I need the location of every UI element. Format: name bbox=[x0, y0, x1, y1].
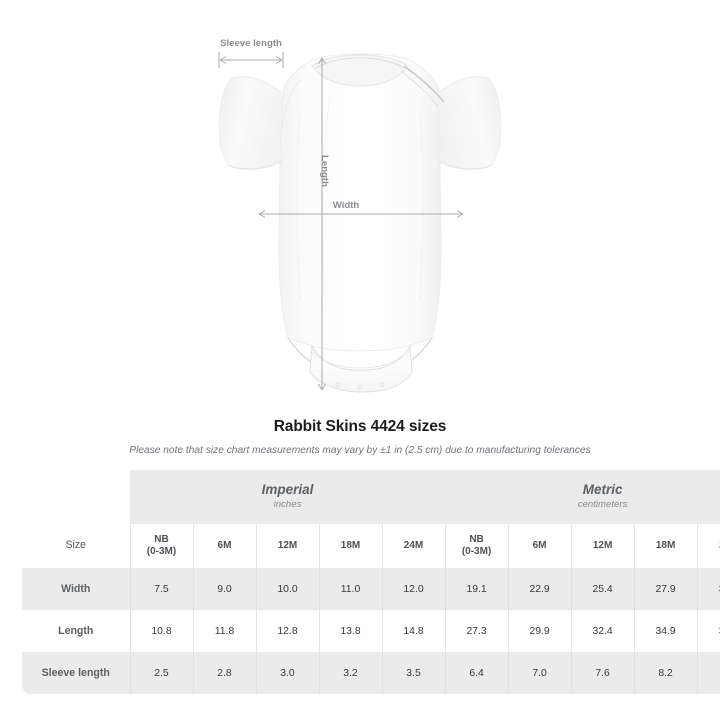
unit-group-metric-name: Metric bbox=[582, 482, 623, 498]
length-annotation bbox=[318, 57, 326, 391]
cell-length-metric-12m: 32.4 bbox=[571, 610, 635, 652]
row-label-width: Width bbox=[22, 568, 131, 610]
cell-length-imperial-24m: 14.8 bbox=[382, 610, 446, 652]
title-block: Rabbit Skins 4424 sizes Please note that… bbox=[0, 418, 720, 456]
cell-length-imperial-18m: 13.8 bbox=[319, 610, 383, 652]
cell-length-imperial-6m: 11.8 bbox=[193, 610, 257, 652]
cell-length-imperial-12m: 12.8 bbox=[256, 610, 320, 652]
unit-group-metric: Metric centimeters bbox=[445, 470, 720, 524]
cell-sleeve-metric-6m: 7.0 bbox=[508, 652, 572, 694]
bodysuit-shape bbox=[218, 53, 502, 393]
col-line2: (0-3M) bbox=[146, 546, 177, 557]
size-chart-table-wrap: Imperial inches Metric centimeters Size … bbox=[22, 470, 720, 694]
col-line1: NB bbox=[469, 533, 484, 545]
cell-length-imperial-nb: 10.8 bbox=[130, 610, 194, 652]
unit-group-imperial-name: Imperial bbox=[261, 482, 314, 498]
column-header-row: Size NB (0-3M) 6M 12M 18M 24M NB (0-3M) … bbox=[22, 524, 720, 568]
cell-length-metric-18m: 34.9 bbox=[634, 610, 698, 652]
cell-length-metric-6m: 29.9 bbox=[508, 610, 572, 652]
cell-sleeve-imperial-nb: 2.5 bbox=[130, 652, 194, 694]
width-annotation bbox=[258, 210, 464, 218]
unit-row-spacer bbox=[22, 470, 130, 524]
column-header-imperial-24m: 24M bbox=[382, 524, 446, 568]
sleeve-length-label: Sleeve length bbox=[220, 38, 282, 49]
cell-length-metric-24m: 37.5 bbox=[697, 610, 720, 652]
cell-sleeve-imperial-24m: 3.5 bbox=[382, 652, 446, 694]
size-chart-table: Imperial inches Metric centimeters Size … bbox=[22, 470, 720, 694]
cell-width-metric-nb: 19.1 bbox=[445, 568, 509, 610]
cell-width-imperial-nb: 7.5 bbox=[130, 568, 194, 610]
unit-group-metric-sub: centimeters bbox=[577, 498, 628, 510]
column-header-size: Size bbox=[22, 524, 131, 568]
width-label: Width bbox=[333, 200, 360, 211]
page-title: Rabbit Skins 4424 sizes bbox=[273, 418, 447, 435]
row-label-sleeve-length: Sleeve length bbox=[22, 652, 131, 694]
cell-length-metric-nb: 27.3 bbox=[445, 610, 509, 652]
cell-sleeve-metric-12m: 7.6 bbox=[571, 652, 635, 694]
sleeve-length-annotation bbox=[218, 52, 284, 68]
cell-width-metric-24m: 30.5 bbox=[697, 568, 720, 610]
column-header-metric-24m: 24M bbox=[697, 524, 720, 568]
row-label-length: Length bbox=[22, 610, 131, 652]
unit-group-imperial-sub: inches bbox=[273, 498, 302, 510]
column-header-metric-6m: 6M bbox=[508, 524, 572, 568]
cell-width-metric-18m: 27.9 bbox=[634, 568, 698, 610]
column-header-metric-12m: 12M bbox=[571, 524, 635, 568]
cell-sleeve-imperial-18m: 3.2 bbox=[319, 652, 383, 694]
column-header-metric-18m: 18M bbox=[634, 524, 698, 568]
column-header-imperial-6m: 6M bbox=[193, 524, 257, 568]
col-line1: NB bbox=[154, 533, 169, 545]
length-label: Length bbox=[319, 155, 330, 187]
cell-width-imperial-12m: 10.0 bbox=[256, 568, 320, 610]
column-header-imperial-12m: 12M bbox=[256, 524, 320, 568]
cell-sleeve-metric-18m: 8.2 bbox=[634, 652, 698, 694]
unit-group-row: Imperial inches Metric centimeters bbox=[22, 470, 720, 524]
column-header-imperial-nb: NB (0-3M) bbox=[130, 524, 194, 568]
cell-width-imperial-24m: 12.0 bbox=[382, 568, 446, 610]
column-header-imperial-18m: 18M bbox=[319, 524, 383, 568]
unit-group-imperial: Imperial inches bbox=[130, 470, 446, 524]
cell-width-imperial-6m: 9.0 bbox=[193, 568, 257, 610]
col-line2: (0-3M) bbox=[461, 546, 492, 557]
cell-sleeve-metric-nb: 6.4 bbox=[445, 652, 509, 694]
table-row: Sleeve length 2.5 2.8 3.0 3.2 3.5 6.4 7.… bbox=[22, 652, 720, 694]
cell-width-imperial-18m: 11.0 bbox=[319, 568, 383, 610]
column-header-metric-nb: NB (0-3M) bbox=[445, 524, 509, 568]
tolerance-note: Please note that size chart measurements… bbox=[129, 445, 591, 456]
table-row: Width 7.5 9.0 10.0 11.0 12.0 19.1 22.9 2… bbox=[22, 568, 720, 610]
garment-illustration: Sleeve length Length Width bbox=[218, 38, 502, 393]
cell-sleeve-imperial-6m: 2.8 bbox=[193, 652, 257, 694]
cell-sleeve-imperial-12m: 3.0 bbox=[256, 652, 320, 694]
cell-width-metric-6m: 22.9 bbox=[508, 568, 572, 610]
cell-sleeve-metric-24m: 8.9 bbox=[697, 652, 720, 694]
table-row: Length 10.8 11.8 12.8 13.8 14.8 27.3 29.… bbox=[22, 610, 720, 652]
cell-width-metric-12m: 25.4 bbox=[571, 568, 635, 610]
